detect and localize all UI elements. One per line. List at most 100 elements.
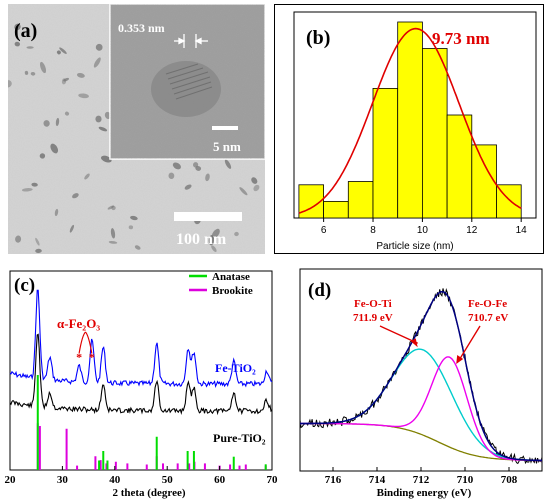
panel-c-label: (c) — [14, 275, 35, 296]
d-xtick-label: 716 — [325, 474, 342, 486]
fe2o3-peak-star: * — [76, 350, 82, 364]
inset-scalebar — [212, 126, 238, 130]
tem-particle — [184, 184, 192, 190]
xps-chart: 716 714 712 710 708 (d) Fe-O-Ti 711.9 eV Fe-… — [299, 268, 543, 499]
tem-particle — [55, 117, 60, 127]
tem-particle — [111, 205, 116, 211]
fe2o3-annotation: α-Fe₂O₃ — [57, 316, 100, 331]
tem-particle — [21, 188, 33, 192]
tem-particle — [95, 115, 102, 123]
c-xtick-label: 30 — [57, 474, 69, 486]
fe2o3-arrow — [84, 331, 93, 354]
fe2o3-arrows: * * — [76, 331, 95, 364]
tem-particle — [39, 61, 47, 74]
tem-particle — [64, 111, 70, 116]
hrtem-inset: 0.353 nm 5 nm — [109, 4, 265, 160]
xrd-chart: 20 30 40 50 60 70 (c) Anatase Brookite α-Fe₂O… — [5, 270, 279, 499]
histogram-chart: 6 8 10 12 14 (b) 9.73 nm Particle size (nm) — [274, 4, 544, 254]
peak-label: 9.73 nm — [432, 29, 490, 48]
tem-particle — [130, 215, 138, 221]
panel-a-tem: 0.353 nm 5 nm (a) 100 nm — [8, 4, 265, 254]
tem-particle — [14, 23, 21, 31]
c-xlabel: 2 theta (degree) — [112, 487, 185, 499]
b-xtick-label: 8 — [370, 225, 376, 236]
legend-brookite-label: Brookite — [212, 285, 253, 297]
d-xtick-label: 712 — [413, 474, 430, 486]
tem-particle — [69, 224, 75, 233]
tem-particle — [54, 208, 59, 217]
tem-particle — [100, 155, 112, 163]
series-label-pure-tio2: Pure-TiO₂ — [213, 431, 266, 445]
peak2-energy: 710.7 eV — [468, 312, 508, 324]
lattice-marker — [174, 34, 208, 48]
panel-d-label: (d) — [308, 280, 331, 301]
b-xlabel: Particle size (nm) — [376, 241, 453, 252]
tem-particle — [205, 173, 210, 182]
panel-c-xrd: 20 30 40 50 60 70 (c) Anatase Brookite α-Fe₂O… — [2, 264, 280, 500]
tem-particle — [168, 172, 175, 179]
b-xtick-label: 10 — [417, 225, 429, 236]
tem-particle — [211, 245, 217, 252]
d-xlabel: Binding energy (eV) — [377, 487, 472, 499]
histogram-bar — [372, 88, 399, 219]
histogram-bar — [397, 21, 423, 219]
tem-particle — [172, 162, 181, 170]
c-xtick-label: 50 — [162, 474, 174, 486]
xps-envelope-curve — [300, 290, 542, 462]
tem-particle — [224, 159, 232, 169]
lattice-spacing-label: 0.353 nm — [118, 21, 165, 35]
tem-particle — [72, 193, 79, 199]
fe2o3-peak-star: * — [89, 350, 95, 364]
arrow-fe-o-ti — [379, 325, 418, 344]
tem-particle — [26, 46, 34, 49]
tem-particle — [234, 231, 239, 237]
panel-b-histogram: 6 8 10 12 14 (b) 9.73 nm Particle size (nm) — [274, 4, 544, 254]
c-xtick-label: 20 — [5, 474, 17, 486]
tem-particle — [24, 70, 29, 75]
tem-particle — [59, 47, 67, 54]
tem-particle — [95, 43, 103, 51]
fe-tio2-trace — [9, 289, 273, 388]
c-xtick-label: 70 — [267, 474, 279, 486]
tem-particle — [43, 120, 50, 127]
d-xtick-label: 710 — [457, 474, 474, 486]
c-xtick-label: 40 — [109, 474, 121, 486]
xps-fit-fe-o-ti — [300, 348, 542, 462]
histogram-bar — [446, 114, 473, 219]
tem-particle — [192, 162, 199, 168]
tem-particle — [110, 228, 116, 239]
tem-particle — [56, 50, 61, 55]
peak1-name: Fe-O-Ti — [354, 298, 392, 310]
tem-particle — [128, 225, 134, 230]
histogram-bar — [347, 181, 374, 219]
tem-particle — [63, 77, 70, 82]
peak2-name: Fe-O-Fe — [468, 298, 507, 310]
tem-particle — [134, 245, 141, 250]
arrow-fe-o-fe — [458, 325, 481, 361]
tem-particle — [76, 72, 85, 78]
fe2o3-arrow — [78, 331, 86, 354]
c-xtick-label: 60 — [214, 474, 226, 486]
histogram-bar — [421, 48, 448, 219]
tem-particle — [251, 177, 258, 184]
tem-particle — [31, 182, 38, 187]
tem-particle — [15, 235, 22, 243]
panel-a-label: (a) — [14, 20, 37, 42]
tem-particle — [35, 237, 40, 246]
histogram-bar — [471, 144, 497, 219]
tem-particle — [78, 93, 89, 99]
scalebar — [174, 212, 242, 221]
tem-particle — [108, 241, 118, 244]
tem-particle — [93, 57, 101, 68]
inset-scale-label: 5 nm — [213, 139, 241, 154]
histogram-bar — [323, 200, 349, 219]
peak-arrows — [379, 325, 481, 364]
d-xtick-label: 708 — [501, 474, 518, 486]
tem-image: 0.353 nm 5 nm (a) 100 nm — [8, 4, 265, 254]
tem-particle — [39, 153, 46, 159]
arrow-head-fe-o-fe — [456, 354, 464, 364]
pure-tio2-trace — [9, 333, 273, 416]
xps-fit-fe-o-fe — [300, 356, 542, 462]
scale-label: 100 nm — [176, 231, 227, 248]
c-plot-frame — [9, 270, 273, 471]
